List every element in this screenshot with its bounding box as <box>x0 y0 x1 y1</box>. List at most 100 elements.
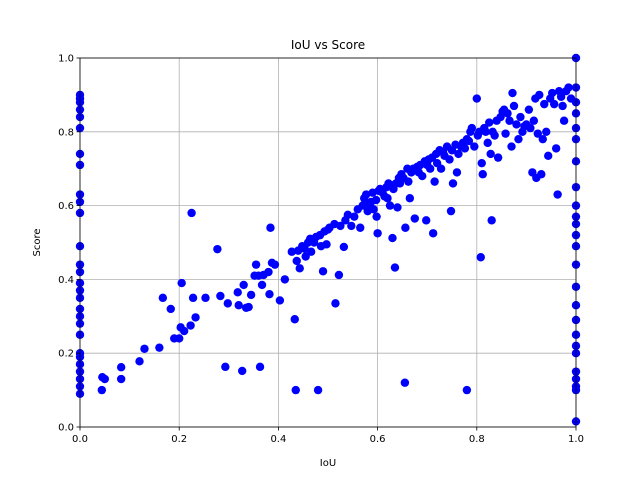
data-point <box>428 229 438 238</box>
data-point <box>514 134 523 144</box>
data-point <box>477 158 486 168</box>
data-point <box>533 129 543 138</box>
data-point <box>410 214 419 223</box>
data-point <box>537 170 546 179</box>
x-tick-label: 1.0 <box>568 434 584 445</box>
data-point <box>237 366 247 376</box>
data-point <box>213 244 222 254</box>
data-point <box>270 260 280 269</box>
data-point <box>361 190 371 199</box>
data-point <box>343 210 353 220</box>
data-point <box>483 138 492 148</box>
data-point <box>339 242 349 252</box>
data-point <box>425 164 435 173</box>
data-point <box>265 289 274 299</box>
data-point <box>559 116 569 125</box>
x-tick-label: 0.6 <box>370 434 386 445</box>
data-point <box>493 153 503 162</box>
data-point <box>478 170 487 179</box>
data-point <box>549 99 559 109</box>
x-tick-label: 0.2 <box>171 434 187 445</box>
data-point <box>558 101 567 111</box>
x-axis-label: IoU <box>320 458 336 469</box>
x-tick-label: 0.8 <box>469 434 485 445</box>
y-tick-label: 0.6 <box>58 201 74 212</box>
chart-title: IoU vs Score <box>291 38 365 52</box>
data-point <box>452 168 462 177</box>
data-point <box>436 164 446 173</box>
data-point <box>430 177 439 186</box>
data-point <box>383 194 392 203</box>
data-point <box>233 288 242 297</box>
data-point <box>540 99 549 109</box>
data-point <box>177 278 186 288</box>
data-point <box>356 223 365 232</box>
data-point <box>400 378 410 387</box>
data-point <box>188 293 198 303</box>
data-point <box>503 109 512 118</box>
data-point <box>526 123 535 133</box>
data-point <box>287 247 296 256</box>
data-point <box>462 385 472 395</box>
data-point <box>221 362 230 372</box>
data-point <box>490 131 499 140</box>
y-tick-label: 0.8 <box>58 127 74 138</box>
data-point <box>350 212 359 221</box>
data-point <box>446 206 456 216</box>
x-tick-label: 0.4 <box>270 434 286 445</box>
y-tick-label: 0.0 <box>58 423 74 434</box>
data-point <box>529 116 539 125</box>
data-point <box>538 134 547 144</box>
data-point <box>454 149 463 159</box>
data-point <box>336 221 345 231</box>
data-point <box>501 129 510 138</box>
data-point <box>467 123 477 133</box>
data-point <box>244 302 253 312</box>
data-point <box>234 301 243 310</box>
data-point <box>385 201 395 210</box>
data-point <box>223 299 233 308</box>
data-point <box>553 190 562 199</box>
data-point <box>291 385 300 395</box>
data-point <box>275 296 285 305</box>
data-point <box>509 101 519 111</box>
y-axis-ticks: 0.0 0.2 0.4 0.6 0.8 1.0 <box>58 54 80 434</box>
data-point <box>486 149 495 159</box>
data-point <box>472 94 481 103</box>
data-point <box>388 233 397 243</box>
data-point <box>551 144 561 153</box>
data-point <box>140 344 149 353</box>
data-point <box>535 90 544 100</box>
data-point <box>507 142 516 151</box>
data-point <box>251 260 261 269</box>
data-point <box>512 120 521 129</box>
data-point <box>448 179 458 188</box>
data-point <box>542 127 551 136</box>
data-point <box>373 229 382 238</box>
data-point <box>264 267 273 277</box>
data-point <box>401 223 410 232</box>
data-point <box>331 299 340 308</box>
data-point <box>508 88 517 98</box>
data-point <box>313 385 323 395</box>
data-point <box>464 136 474 146</box>
data-point <box>524 105 534 114</box>
data-point <box>266 223 275 232</box>
data-point <box>116 363 126 372</box>
data-point <box>358 201 367 210</box>
data-point <box>481 127 490 136</box>
data-point <box>460 144 470 153</box>
data-point <box>187 208 196 218</box>
data-point <box>166 304 175 314</box>
data-point <box>372 212 381 221</box>
data-point <box>116 374 126 384</box>
data-point <box>100 374 110 384</box>
data-point <box>476 253 485 262</box>
y-tick-label: 0.4 <box>58 275 74 286</box>
data-point <box>369 205 378 214</box>
data-point <box>485 118 494 127</box>
data-point <box>445 155 454 164</box>
data-point <box>255 362 265 372</box>
